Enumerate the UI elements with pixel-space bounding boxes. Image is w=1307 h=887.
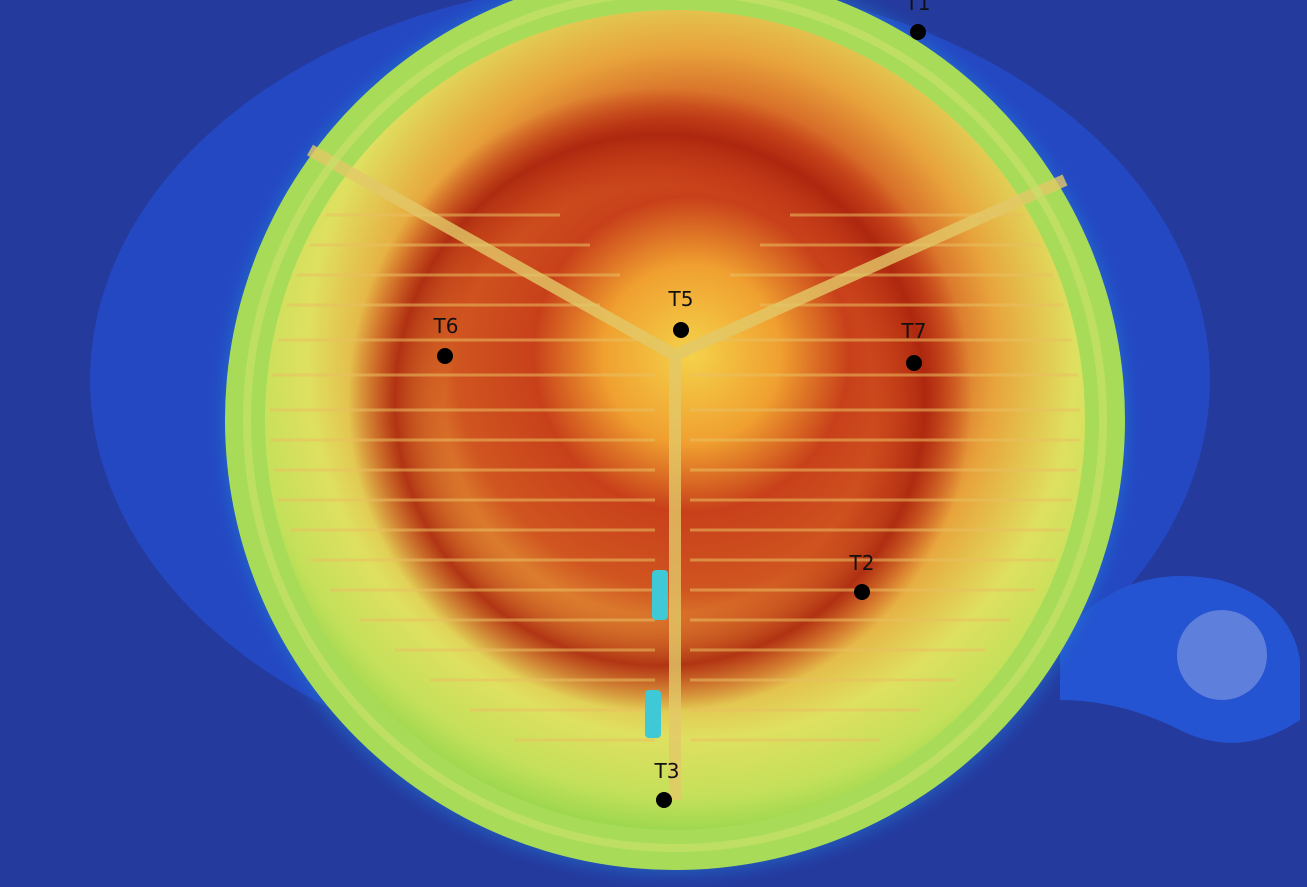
probe-label-t6: T6 bbox=[433, 314, 459, 338]
probe-dot-t1 bbox=[910, 24, 926, 40]
probe-dot-t5 bbox=[673, 322, 689, 338]
probe-label-t3: T3 bbox=[654, 759, 680, 783]
probe-markers: T1 T2 T3 T5 T6 T7 bbox=[433, 0, 931, 808]
probe-label-t5: T5 bbox=[668, 287, 694, 311]
y-divider bbox=[307, 144, 1068, 800]
probe-dot-t6 bbox=[437, 348, 453, 364]
probe-dot-t7 bbox=[906, 355, 922, 371]
handle-hole bbox=[1177, 610, 1267, 700]
plate-rim bbox=[243, 0, 1107, 852]
hot-ring bbox=[270, 10, 1050, 790]
cold-insert bbox=[652, 570, 668, 620]
probe-dot-t2 bbox=[854, 584, 870, 600]
probe-label-t2: T2 bbox=[849, 551, 875, 575]
cold-insert bbox=[645, 690, 661, 738]
probe-label-t1: T1 bbox=[905, 0, 931, 15]
probe-dot-t3 bbox=[656, 792, 672, 808]
probe-label-t7: T7 bbox=[901, 319, 927, 343]
